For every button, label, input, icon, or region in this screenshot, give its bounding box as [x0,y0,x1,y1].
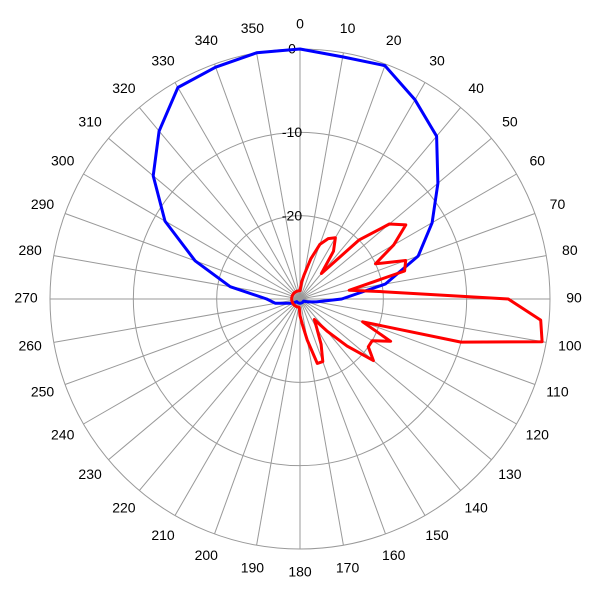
spoke [108,137,301,300]
theta-tick-label: 320 [112,80,136,96]
theta-tick-label: 250 [31,383,55,399]
r-tick-label: -10 [282,124,302,140]
spoke [64,298,301,385]
theta-tick-label: 220 [112,500,136,516]
theta-tick-label: 90 [566,290,582,306]
theta-tick-label: 110 [546,383,569,399]
theta-tick-label: 200 [195,547,219,563]
theta-tick-label: 260 [18,337,42,353]
theta-tick-label: 40 [468,80,484,96]
theta-tick-label: 70 [550,196,566,212]
spoke [108,298,301,461]
theta-tick-label: 160 [382,547,406,563]
spoke [256,52,301,300]
spoke [299,255,547,300]
spoke [299,298,492,461]
spoke [299,82,426,300]
spoke [299,298,517,425]
theta-tick-label: 20 [386,32,402,48]
theta-tick-label: 150 [425,527,449,543]
series-line [290,222,544,365]
theta-tick-label: 230 [78,466,102,482]
theta-tick-label: 310 [78,114,102,130]
theta-tick-label: 10 [340,20,356,36]
theta-tick-label: 120 [526,427,550,443]
r-tick-label: -20 [282,207,302,223]
theta-tick-label: 30 [429,52,445,68]
theta-tick-label: 0 [296,16,304,32]
spoke [299,63,386,300]
theta-tick-label: 330 [151,52,175,68]
spoke [83,173,301,300]
spoke [214,63,301,300]
theta-tick-label: 130 [498,466,522,482]
spoke [214,298,301,535]
theta-tick-label: 190 [241,560,265,576]
spoke [174,82,301,300]
theta-tick-label: 300 [51,153,75,169]
theta-tick-label: 60 [530,153,546,169]
theta-tick-label: 80 [562,242,578,258]
series-line [151,47,440,305]
theta-tick-label: 170 [336,560,360,576]
theta-tick-label: 340 [195,32,219,48]
spoke [138,298,301,491]
spoke [299,137,492,300]
spoke [299,173,517,300]
spoke [299,298,426,516]
theta-tick-label: 270 [14,290,38,306]
theta-tick-label: 50 [502,114,518,130]
theta-tick-label: 240 [51,427,75,443]
spoke [53,298,301,343]
spoke [256,298,301,546]
theta-tick-label: 140 [464,500,488,516]
spoke [138,107,301,300]
spoke [299,298,536,385]
spoke [83,298,301,425]
theta-tick-label: 180 [288,564,312,580]
spoke [299,298,386,535]
theta-tick-label: 290 [31,196,55,212]
spoke [64,213,301,300]
theta-tick-label: 350 [241,20,265,36]
theta-tick-label: 280 [18,242,42,258]
theta-tick-label: 100 [558,337,582,353]
spoke [174,298,301,516]
spoke [53,255,301,300]
spoke [299,52,344,300]
spoke [299,298,547,343]
theta-tick-label: 210 [151,527,175,543]
